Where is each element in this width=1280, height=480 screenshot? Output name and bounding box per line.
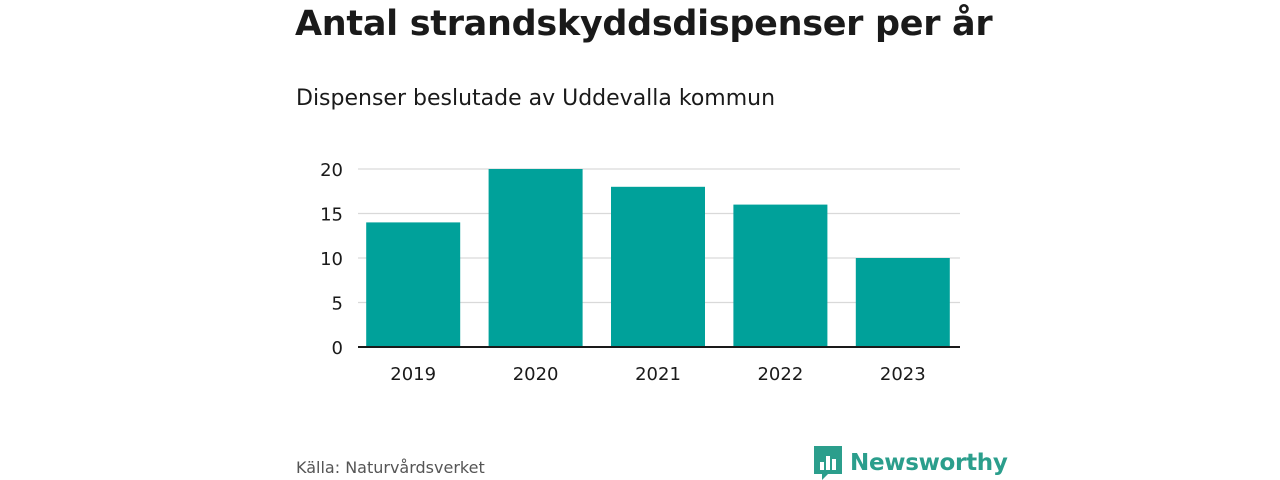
- x-tick-label-2020: 2020: [513, 364, 559, 385]
- y-tick-label-20: 20: [320, 160, 343, 181]
- brand-name: Newsworthy: [850, 450, 1008, 476]
- bar-2019: [366, 222, 461, 347]
- y-tick-label-10: 10: [320, 249, 343, 270]
- x-tick-label-2022: 2022: [757, 364, 803, 385]
- x-tick-label-2023: 2023: [880, 364, 926, 385]
- bar-2021: [611, 186, 705, 347]
- y-tick-label-15: 15: [320, 205, 343, 226]
- newsworthy-logo: Newsworthy: [814, 446, 1008, 480]
- bar-2022: [733, 204, 828, 347]
- chart-title: Antal strandskyddsdispenser per år: [295, 4, 993, 44]
- chart-subtitle: Dispenser beslutade av Uddevalla kommun: [296, 86, 776, 111]
- bar-2020: [488, 169, 583, 347]
- x-tick-label-2019: 2019: [390, 364, 436, 385]
- source-label: Källa: Naturvårdsverket: [296, 458, 485, 477]
- y-tick-label-0: 0: [332, 338, 343, 359]
- bar-chart-speech-bubble-icon: [814, 446, 842, 480]
- bar-2023: [855, 258, 950, 347]
- y-tick-label-5: 5: [332, 294, 343, 315]
- x-tick-label-2021: 2021: [635, 364, 681, 385]
